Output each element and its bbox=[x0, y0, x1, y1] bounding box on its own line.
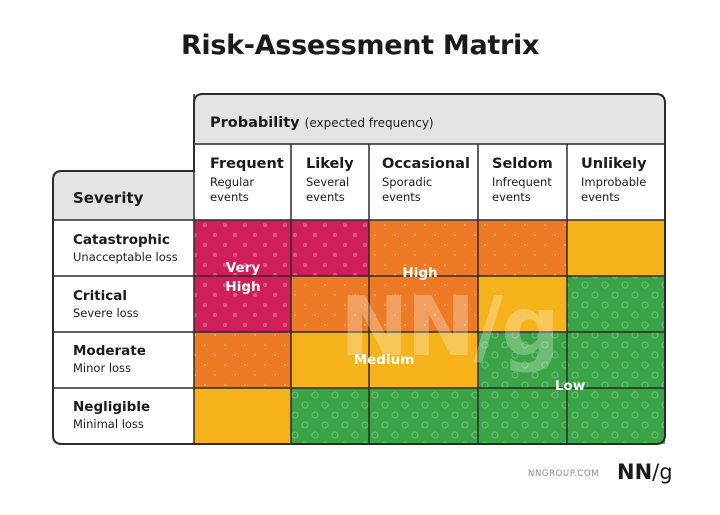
column-header-frequent: Frequent Regular events bbox=[210, 156, 284, 204]
cell-negligible-frequent bbox=[194, 388, 291, 444]
row-header-critical: Critical Severe loss bbox=[73, 288, 139, 320]
grid-lines bbox=[53, 94, 665, 444]
nng-watermark: NN/g bbox=[340, 280, 560, 375]
row-header-catastrophic: Catastrophic Unacceptable loss bbox=[73, 232, 178, 264]
level-high: High bbox=[402, 265, 438, 281]
probability-label: Probability bbox=[210, 115, 300, 131]
cell-critical-seldom bbox=[478, 276, 567, 332]
probability-header: Probability (expected frequency) bbox=[210, 112, 434, 131]
cell-moderate-occasional bbox=[369, 332, 478, 388]
level-very-high: Very High bbox=[225, 260, 261, 295]
severity-header: Severity bbox=[73, 189, 144, 207]
probability-sublabel: (expected frequency) bbox=[304, 116, 434, 130]
column-header-unlikely: Unlikely Improbable events bbox=[581, 156, 647, 204]
cell-moderate-likely bbox=[291, 332, 369, 388]
column-headers-bg bbox=[194, 144, 665, 220]
row-header-negligible: Negligible Minimal loss bbox=[73, 399, 151, 431]
column-header-seldom: Seldom Infrequent events bbox=[492, 156, 553, 204]
column-header-likely: Likely Several events bbox=[306, 156, 354, 204]
level-low: Low bbox=[554, 378, 586, 394]
probability-header-bg bbox=[194, 94, 665, 144]
row-header-moderate: Moderate Minor loss bbox=[73, 343, 146, 375]
severity-header-bg bbox=[53, 171, 194, 220]
matrix-outline bbox=[52, 93, 666, 445]
cell-catastrophic-unlikely bbox=[567, 220, 665, 276]
column-header-occasional: Occasional Sporadic events bbox=[382, 156, 470, 204]
matrix-title: Risk-Assessment Matrix bbox=[180, 30, 540, 61]
level-medium: Medium bbox=[353, 352, 415, 368]
nng-logo: NN/g bbox=[617, 460, 673, 484]
footer-site-text: NNGROUP.COM bbox=[528, 469, 600, 479]
